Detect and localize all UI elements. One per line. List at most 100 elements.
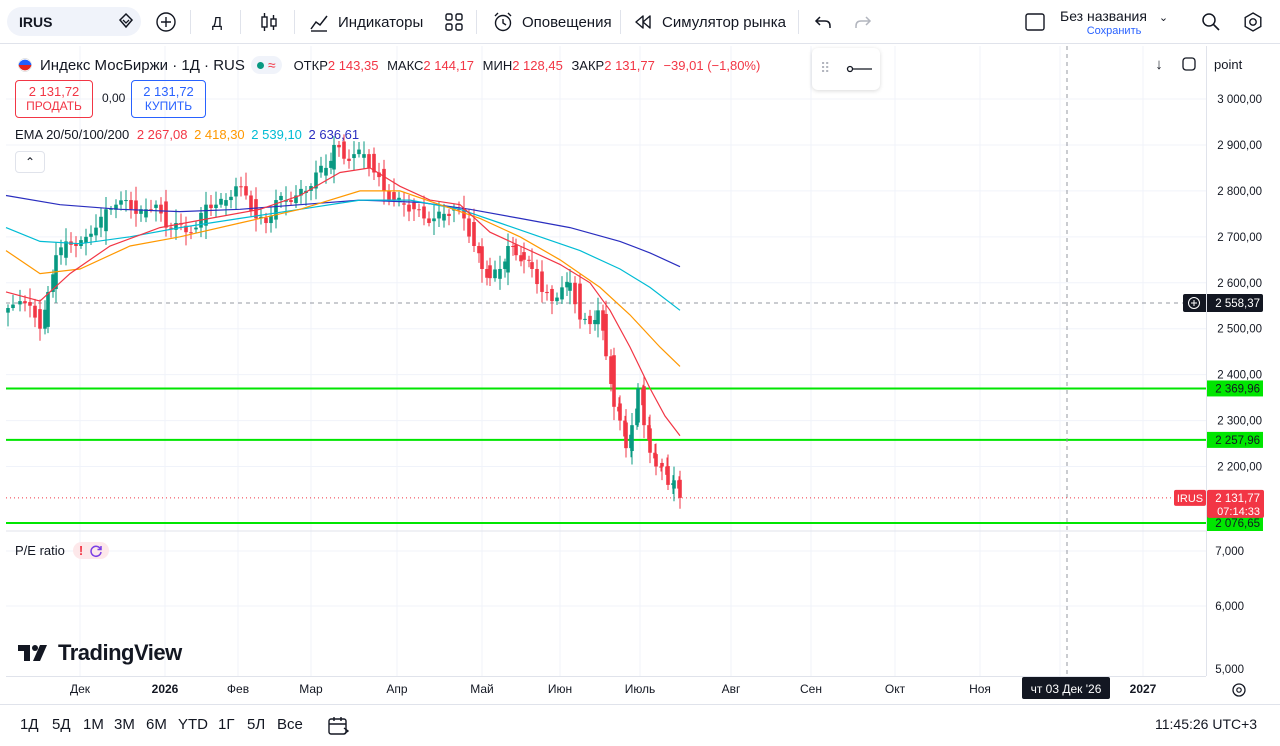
layout-toggle-button[interactable]	[1024, 0, 1046, 44]
tv-logo-text: TradingView	[58, 640, 182, 665]
candle-body	[43, 309, 47, 329]
candle-body	[432, 218, 436, 222]
save-link[interactable]: Сохранить	[1086, 25, 1142, 37]
range-button-4[interactable]: 6М	[146, 716, 167, 733]
candle-body	[299, 188, 303, 196]
date-range-button[interactable]	[326, 714, 350, 743]
range-button-8[interactable]: Все	[277, 716, 303, 733]
range-button-7[interactable]: 5Л	[247, 716, 266, 733]
collapse-legend-button[interactable]: ⌃	[15, 151, 45, 173]
candle-body	[636, 388, 640, 423]
candle-body	[550, 288, 554, 302]
countdown-label: 07:14:33	[1217, 506, 1260, 518]
pe-warning-badge[interactable]: !	[72, 542, 110, 559]
ema-legend[interactable]: EMA 20/50/100/200 2 267,08 2 418,30 2 53…	[15, 127, 359, 142]
time-tick-label: Фев	[227, 682, 249, 696]
market-status[interactable]: ≈	[250, 56, 282, 74]
time-tick-label: 2026	[152, 682, 179, 696]
candle-body	[604, 313, 608, 357]
candle-body	[535, 268, 539, 285]
candle-body	[209, 204, 213, 209]
pe-tick-label: 6,000	[1215, 601, 1244, 613]
price-scale[interactable]	[1206, 46, 1280, 676]
time-axis[interactable]	[6, 676, 1206, 704]
candle-body	[159, 204, 163, 214]
tradingview-logo[interactable]: TradingView	[18, 640, 182, 666]
low-label: МИН	[482, 57, 513, 73]
alerts-button[interactable]: Оповещения	[492, 0, 612, 44]
current-price-label: 2 131,77	[1215, 493, 1260, 505]
indicators-button[interactable]: Индикаторы	[308, 0, 423, 44]
crosshair-plus-icon[interactable]	[1188, 297, 1200, 309]
price-tick-label: 2 300,00	[1217, 416, 1262, 428]
candle-body	[224, 200, 228, 206]
settings-button[interactable]	[1242, 0, 1264, 44]
templates-button[interactable]	[443, 0, 465, 44]
range-button-5[interactable]: YTD	[178, 716, 208, 733]
candle-body	[279, 195, 283, 201]
candle-body	[314, 172, 318, 189]
candle-body	[377, 172, 381, 178]
candle-body	[6, 308, 10, 313]
candle-body	[530, 262, 534, 269]
buy-button[interactable]: 2 131,72 КУПИТЬ	[131, 80, 206, 118]
symbol-search[interactable]: IRUS	[7, 7, 141, 36]
candle-body	[174, 223, 178, 230]
candle-body	[412, 202, 416, 210]
undo-icon	[814, 16, 831, 28]
symbol-title[interactable]: Индекс МосБиржи · 1Д · RUS	[40, 56, 245, 74]
range-button-6[interactable]: 1Г	[218, 716, 235, 733]
pe-legend[interactable]: P/E ratio !	[15, 542, 110, 559]
symbol-diamond-icon[interactable]	[115, 10, 137, 32]
chart-type-button[interactable]	[258, 0, 280, 44]
candle-body	[588, 315, 592, 325]
grid-icon	[445, 13, 463, 31]
candle-body	[124, 200, 128, 202]
price-tick-label: 2 800,00	[1217, 186, 1262, 198]
ema200-line	[5, 194, 681, 268]
replay-button[interactable]: Симулятор рынка	[632, 0, 786, 44]
close-label: ЗАКР	[571, 57, 605, 73]
redo-button[interactable]	[852, 0, 874, 44]
layout-title[interactable]: Без названия ⌄ Сохранить	[1060, 8, 1168, 37]
sell-button[interactable]: 2 131,72 ПРОДАТЬ	[15, 80, 93, 118]
scale-mode-button[interactable]: point	[1206, 52, 1266, 78]
axis-settings-icon[interactable]	[1232, 683, 1246, 697]
high-value: 2 144,17	[423, 57, 475, 73]
calendar-icon	[328, 717, 350, 735]
exclamation-icon: !	[78, 543, 84, 558]
redo-icon	[855, 16, 872, 28]
layout-name: Без названия	[1060, 8, 1147, 24]
candle-body	[560, 287, 564, 300]
candle-body	[519, 255, 523, 262]
candle-body	[114, 204, 118, 210]
candle-body	[229, 196, 233, 201]
candle-body	[498, 268, 502, 279]
candle-body	[239, 186, 243, 188]
drag-handle-icon[interactable]: ⠿	[820, 60, 830, 76]
scroll-down-button[interactable]: ↓	[1148, 53, 1170, 75]
clock-display[interactable]: 11:45:26 UTC+3	[1155, 716, 1258, 732]
high-label: МАКС	[387, 57, 424, 73]
fullscreen-button[interactable]	[1178, 53, 1200, 75]
chevron-down-icon[interactable]: ⌄	[1158, 12, 1169, 24]
horizontal-ray-icon[interactable]	[846, 63, 872, 75]
buy-price: 2 131,72	[143, 84, 194, 99]
candle-body	[104, 209, 108, 232]
level2-price-label-badge	[1207, 431, 1263, 448]
range-button-1[interactable]: 5Д	[52, 716, 71, 733]
undo-button[interactable]	[812, 0, 834, 44]
time-tick-label: Мар	[299, 682, 323, 696]
range-button-3[interactable]: 3М	[114, 716, 135, 733]
range-button-0[interactable]: 1Д	[20, 716, 39, 733]
quick-search-button[interactable]	[1200, 0, 1222, 44]
compare-button[interactable]	[155, 0, 177, 44]
level1-price-label: 2 369,96	[1215, 383, 1260, 395]
candle-body	[194, 227, 198, 230]
interval-button[interactable]: Д	[212, 0, 222, 44]
pe-tick-label: 7,000	[1215, 546, 1244, 558]
candle-body	[362, 154, 366, 158]
range-button-2[interactable]: 1М	[83, 716, 104, 733]
candle-body	[264, 217, 268, 224]
